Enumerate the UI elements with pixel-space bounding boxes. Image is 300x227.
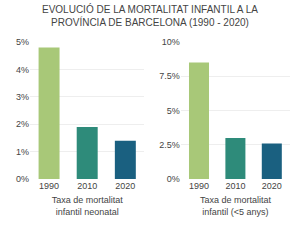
svg-text:2010: 2010 (225, 181, 245, 191)
svg-text:4%: 4% (16, 65, 29, 75)
svg-text:EVOLUCIÓ DE LA MORTALITAT INFA: EVOLUCIÓ DE LA MORTALITAT INFANTIL A LAP… (42, 3, 258, 28)
svg-text:2.5%: 2.5% (159, 140, 180, 150)
svg-text:Taxa de mortalitatinfantil (<5: Taxa de mortalitatinfantil (<5 anys) (200, 195, 272, 217)
svg-text:2%: 2% (16, 119, 29, 129)
svg-text:3%: 3% (16, 92, 29, 102)
svg-text:1990: 1990 (39, 181, 59, 191)
svg-text:10%: 10% (162, 37, 180, 47)
svg-text:1990: 1990 (189, 181, 209, 191)
svg-text:5%: 5% (167, 106, 180, 116)
svg-text:0%: 0% (167, 174, 180, 184)
svg-text:2020: 2020 (262, 181, 282, 191)
svg-text:5%: 5% (16, 37, 29, 47)
svg-text:2010: 2010 (77, 181, 97, 191)
svg-text:1%: 1% (16, 147, 29, 157)
svg-text:0%: 0% (16, 174, 29, 184)
svg-text:2020: 2020 (115, 181, 135, 191)
svg-text:7.5%: 7.5% (159, 71, 180, 81)
svg-text:Taxa de mortalitatinfantil neo: Taxa de mortalitatinfantil neonatal (52, 195, 124, 217)
